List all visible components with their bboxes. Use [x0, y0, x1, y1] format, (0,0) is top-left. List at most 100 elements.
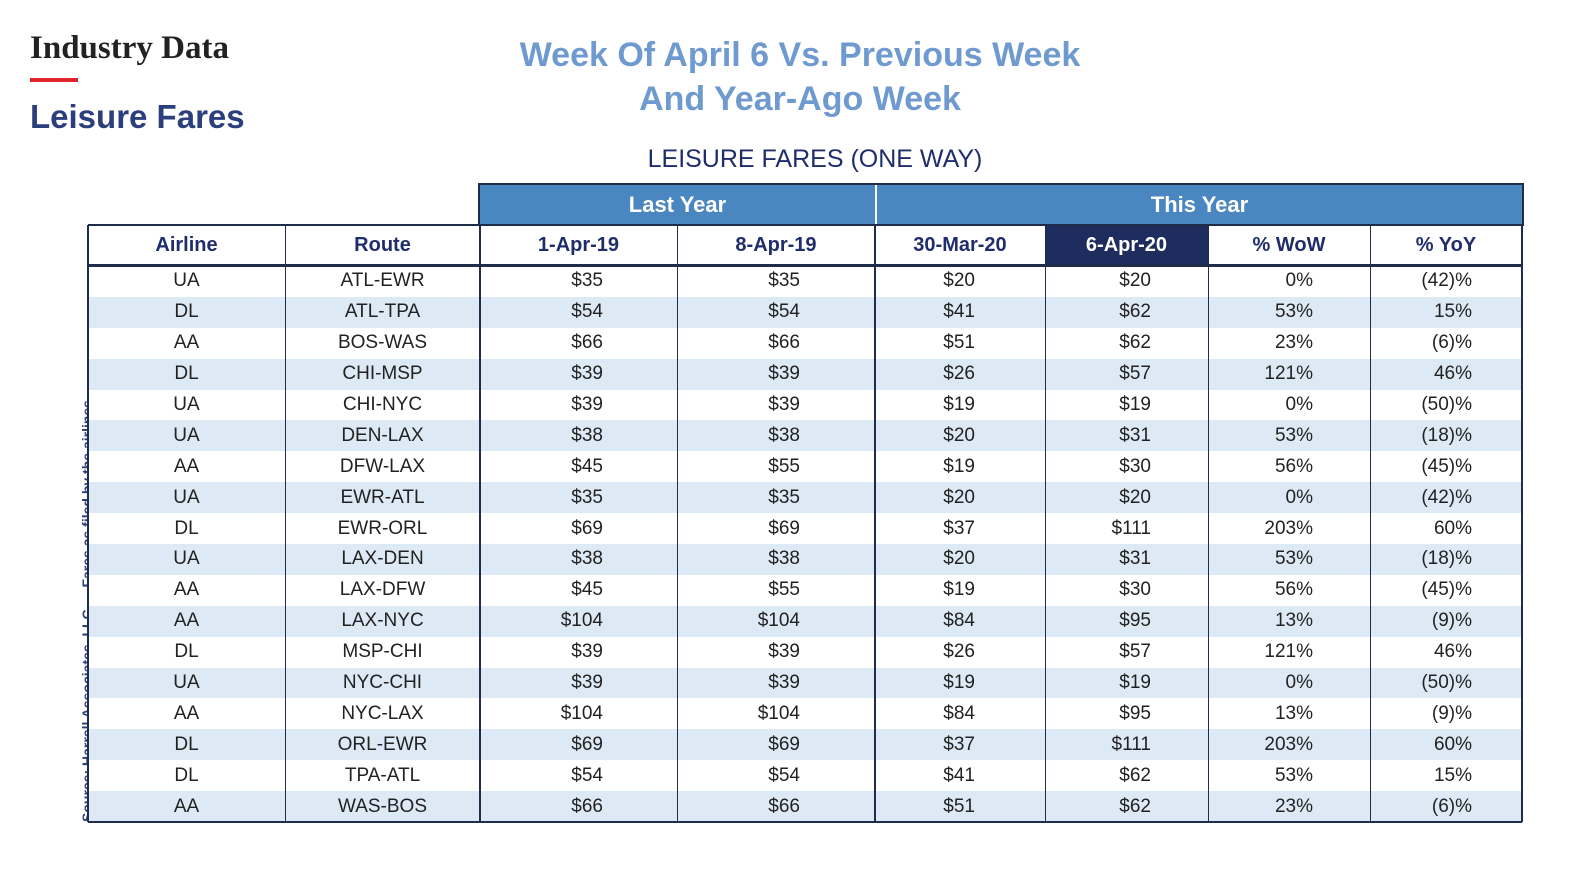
- row-bg: [88, 698, 1522, 730]
- table-cell: UA: [173, 393, 200, 415]
- table-cell: 203%: [1264, 517, 1313, 539]
- table-cell: $104: [560, 610, 603, 632]
- row-bg: [88, 513, 1522, 544]
- table-cell: $38: [571, 424, 603, 446]
- column-rule: [1521, 225, 1523, 822]
- row-bg: [88, 451, 1522, 483]
- table-cell: AA: [173, 579, 200, 601]
- table-cell: $54: [571, 764, 603, 786]
- table-cell: (42)%: [1421, 270, 1472, 292]
- table-cell: $104: [757, 610, 800, 632]
- row-bg: [88, 266, 1522, 297]
- table-cell: AA: [173, 795, 200, 817]
- table-cell: 121%: [1264, 363, 1313, 385]
- table-cell: $51: [943, 795, 975, 817]
- table-cell: $37: [943, 733, 975, 755]
- column-header: 8-Apr-19: [677, 225, 875, 266]
- table-cell: (42)%: [1421, 486, 1472, 508]
- table-cell: DEN-LAX: [341, 424, 424, 446]
- table-cell: 203%: [1264, 733, 1313, 755]
- table-caption: LEISURE FARES (ONE WAY): [647, 145, 983, 173]
- column-header: Airline: [88, 225, 285, 266]
- column-header: Route: [285, 225, 480, 266]
- table-cell: (18)%: [1421, 548, 1472, 570]
- table-cell: $54: [571, 301, 603, 323]
- table-cell: $20: [943, 548, 975, 570]
- table-cell: 56%: [1274, 579, 1313, 601]
- table-cell: $51: [943, 332, 975, 354]
- table-cell: CHI-NYC: [342, 393, 423, 415]
- table-cell: DL: [174, 641, 199, 663]
- table-cell: $31: [1119, 424, 1151, 446]
- row-bg: [88, 544, 1522, 575]
- table-cell: 53%: [1274, 301, 1313, 323]
- table-cell: NYC-LAX: [341, 702, 424, 724]
- table-cell: WAS-BOS: [337, 795, 428, 817]
- table-cell: $19: [943, 671, 975, 693]
- table-cell: EWR-ORL: [337, 517, 428, 539]
- table-cell: $19: [943, 579, 975, 601]
- table-cell: $104: [757, 702, 800, 724]
- table-cell: DFW-LAX: [339, 455, 426, 477]
- column-header: % WoW: [1208, 225, 1370, 266]
- column-rule: [1207, 225, 1209, 822]
- table-cell: AA: [173, 610, 200, 632]
- table-cell: $66: [571, 795, 603, 817]
- table-cell: TPA-ATL: [344, 764, 421, 786]
- title-line-2: And Year-Ago Week: [639, 80, 961, 118]
- table-cell: $19: [943, 455, 975, 477]
- table-cell: $55: [768, 579, 800, 601]
- table-cell: $20: [1119, 486, 1151, 508]
- table-cell: DL: [174, 363, 199, 385]
- table-cell: $66: [571, 332, 603, 354]
- table-cell: 23%: [1274, 332, 1313, 354]
- table-cell: 13%: [1274, 610, 1313, 632]
- title-line-1: Week Of April 6 Vs. Previous Week: [519, 36, 1081, 74]
- table-cell: $84: [943, 702, 975, 724]
- table-cell: 13%: [1274, 702, 1313, 724]
- table-cell: (45)%: [1421, 455, 1472, 477]
- table-cell: $35: [571, 270, 603, 292]
- rule: [88, 264, 1522, 267]
- table-cell: $54: [768, 764, 800, 786]
- column-rule: [479, 225, 481, 822]
- table-cell: $39: [768, 671, 800, 693]
- table-cell: AA: [173, 702, 200, 724]
- row-bg: [88, 327, 1522, 359]
- table-cell: AA: [173, 455, 200, 477]
- table-cell: 60%: [1433, 517, 1472, 539]
- table-cell: $95: [1119, 610, 1151, 632]
- table-cell: $57: [1119, 363, 1151, 385]
- table-cell: (9)%: [1431, 610, 1472, 632]
- table-cell: $20: [943, 486, 975, 508]
- table-cell: $26: [943, 363, 975, 385]
- row-bg: [88, 636, 1522, 668]
- table-cell: NYC-CHI: [342, 671, 423, 693]
- table-cell: 60%: [1433, 733, 1472, 755]
- table-cell: $41: [943, 301, 975, 323]
- table-cell: ATL-TPA: [344, 301, 421, 323]
- table-cell: (50)%: [1421, 671, 1472, 693]
- table-cell: $19: [1119, 671, 1151, 693]
- table-cell: 53%: [1274, 548, 1313, 570]
- subtitle: Leisure Fares: [30, 98, 245, 135]
- table-cell: $104: [560, 702, 603, 724]
- table-cell: $62: [1119, 332, 1151, 354]
- table-cell: $37: [943, 517, 975, 539]
- column-rule: [284, 225, 286, 822]
- column-rule: [676, 225, 678, 822]
- row-bg: [88, 420, 1522, 452]
- table-cell: $45: [571, 579, 603, 601]
- row-bg: [88, 791, 1522, 822]
- column-header: 1-Apr-19: [480, 225, 677, 266]
- column-header: 30-Mar-20: [875, 225, 1045, 266]
- table-cell: $35: [571, 486, 603, 508]
- table-cell: $62: [1119, 301, 1151, 323]
- table-cell: $66: [768, 795, 800, 817]
- table-cell: UA: [173, 270, 200, 292]
- table-cell: $54: [768, 301, 800, 323]
- table-cell: 0%: [1285, 671, 1313, 693]
- table-cell: 56%: [1274, 455, 1313, 477]
- table-cell: MSP-CHI: [342, 641, 423, 663]
- rule: [88, 821, 1522, 823]
